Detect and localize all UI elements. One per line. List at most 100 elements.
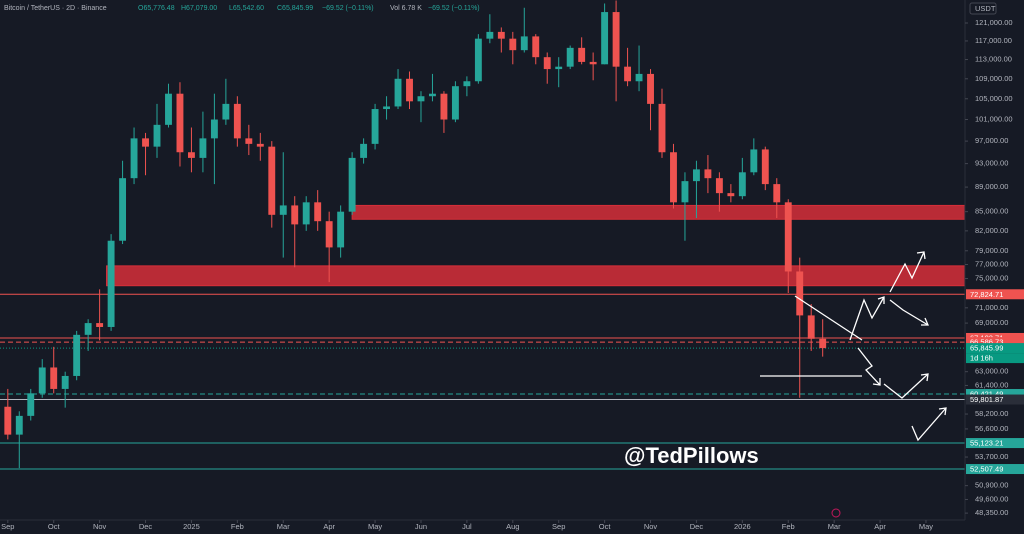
candle-body [187, 152, 195, 158]
candle-body [394, 78, 402, 107]
candle-body [417, 96, 425, 102]
y-tick-label: 56,600.00 [975, 424, 1008, 433]
candle-body [612, 12, 620, 67]
candle-body [96, 323, 104, 327]
candle-body [692, 169, 700, 182]
y-tick-label: 113,000.00 [975, 55, 1012, 64]
candle-body [142, 138, 149, 147]
currency-box[interactable] [969, 2, 997, 15]
y-tick-label: 50,900.00 [975, 481, 1008, 490]
candle-body [647, 73, 654, 104]
x-tick-label: Oct [48, 522, 61, 531]
arrow [883, 373, 929, 399]
price-label-bg [966, 337, 1024, 348]
candle-body [107, 240, 115, 327]
legend-change: −69.52 (−0.11%) [322, 5, 374, 12]
price-label-bg [966, 389, 1024, 400]
y-tick-label: 121,000.00 [975, 18, 1013, 27]
candle-body [61, 375, 69, 389]
candle-body [383, 106, 390, 110]
y-axis: 121,000.00 117,000.00 113,000.00 109,000.00… [965, 18, 1013, 517]
candle-body [73, 334, 81, 376]
candle-body [314, 202, 322, 222]
x-tick-label: Apr [874, 522, 886, 531]
candle-body [532, 36, 540, 58]
arrow [889, 299, 929, 326]
candle-body [715, 178, 723, 194]
candle-body [130, 138, 138, 179]
candle-body [704, 169, 712, 179]
candle-body [165, 93, 172, 125]
candle-body [119, 178, 127, 241]
price-label: 52,507.49 [970, 465, 1003, 474]
candles [4, 0, 827, 469]
x-tick-label: May [368, 522, 382, 531]
candle-body [451, 86, 459, 120]
watermark: @TedPillows [624, 443, 759, 468]
candle-body [738, 172, 746, 197]
candle-body [325, 221, 333, 248]
candle-body [27, 393, 35, 416]
candle-body [750, 149, 758, 173]
candle-body [429, 93, 436, 97]
price-label: 65,845.99 [970, 344, 1003, 353]
candle-body [773, 184, 781, 203]
candle-body [176, 93, 184, 153]
arrow-head [938, 407, 947, 416]
candle-body [635, 73, 643, 82]
price-label-bg [966, 438, 1024, 449]
price-label-bg [966, 464, 1024, 475]
candle-body [371, 109, 379, 144]
x-tick-label: May [919, 522, 933, 531]
x-tick-label: Feb [782, 522, 795, 531]
x-tick-label: Mar [828, 522, 841, 531]
candle-body [337, 211, 345, 248]
candle-body [497, 31, 505, 39]
candle-body [486, 31, 494, 39]
y-tick-label: 53,700.00 [975, 452, 1008, 461]
candle-body [153, 124, 161, 147]
y-tick-label: 89,000.00 [975, 182, 1008, 191]
arrow-head [921, 317, 929, 326]
price-label-bg [966, 289, 1024, 300]
candle-body [440, 93, 448, 120]
currency[interactable]: USDT [975, 4, 996, 13]
candle-body [520, 36, 528, 51]
candle-body [233, 103, 241, 139]
x-tick-label: 2026 [734, 522, 751, 531]
resistance-zone [351, 204, 966, 220]
candle-body [509, 38, 517, 51]
arrow-head [916, 251, 926, 260]
price-label-bg [966, 394, 1024, 405]
candle-body [406, 78, 413, 102]
y-tick-label: 93,000.00 [975, 159, 1008, 168]
candle-body [4, 406, 12, 435]
candle-body [761, 149, 769, 185]
arrow [889, 251, 925, 293]
x-tick-label: Sep [552, 522, 565, 531]
y-tick-label: 97,000.00 [975, 136, 1008, 145]
x-tick-label: Feb [231, 522, 244, 531]
arrow-head [877, 296, 885, 304]
candle-body [727, 193, 735, 197]
volume: Vol 6.78 K [390, 5, 422, 12]
candle-body [578, 47, 586, 62]
resistance-zone [106, 265, 966, 287]
candle-body [796, 271, 804, 316]
y-tick-label: 105,000.00 [975, 94, 1013, 103]
candle-body [222, 103, 230, 120]
x-tick-label: Jun [415, 522, 427, 531]
price-label-bg [966, 343, 1024, 354]
candle-body [624, 66, 632, 82]
candle-body [84, 323, 92, 335]
x-tick-label: Nov [644, 522, 658, 531]
candle-body [291, 205, 299, 225]
candle-body [601, 12, 609, 65]
x-tick-label: 2025 [183, 522, 200, 531]
candle-body [658, 103, 666, 153]
drawings [760, 251, 947, 442]
candle-body [38, 367, 46, 394]
y-tick-label: 75,000.00 [975, 274, 1008, 283]
arrow [911, 407, 947, 442]
candle-body [784, 202, 792, 272]
